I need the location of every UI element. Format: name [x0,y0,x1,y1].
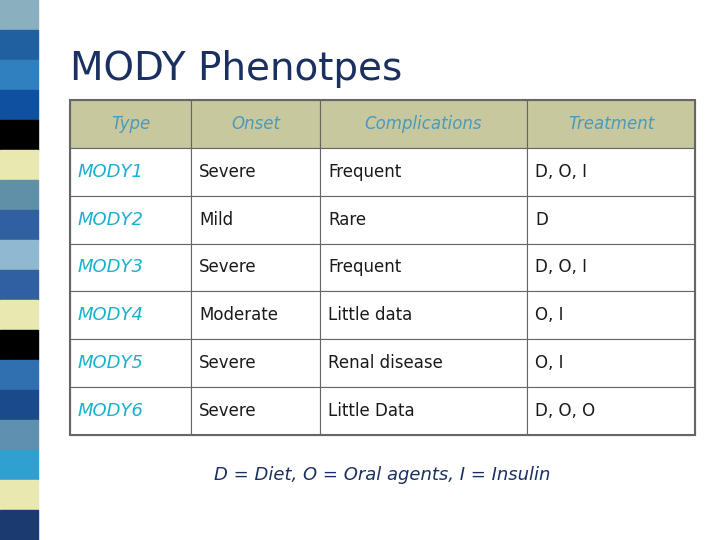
Bar [320,100,527,148]
Bar [191,195,320,244]
Text: Severe: Severe [199,259,257,276]
Bar [191,339,320,387]
Text: Severe: Severe [199,163,257,181]
Text: MODY5: MODY5 [78,354,144,372]
Bar [0,120,38,150]
Bar [0,0,38,30]
Bar [0,150,38,180]
Text: MODY6: MODY6 [78,402,144,420]
Bar [0,450,38,480]
Text: MODY2: MODY2 [78,211,144,228]
Bar [320,339,527,387]
Bar [70,292,191,339]
Text: D, O, I: D, O, I [535,259,587,276]
Bar [320,244,527,292]
Bar [70,244,191,292]
Bar [0,510,38,540]
Bar [0,240,38,270]
Bar [527,100,695,148]
Text: O, I: O, I [535,306,564,325]
Text: MODY4: MODY4 [78,306,144,325]
Bar [527,387,695,435]
Bar [70,148,191,195]
Bar [0,210,38,240]
Text: Onset: Onset [231,115,280,133]
Text: D, O, I: D, O, I [535,163,587,181]
Bar [0,300,38,330]
Bar [0,480,38,510]
Bar [527,195,695,244]
Bar [0,390,38,420]
Text: Little Data: Little Data [328,402,415,420]
Text: Mild: Mild [199,211,233,228]
Bar [0,330,38,360]
Bar [70,339,191,387]
Bar [527,339,695,387]
Bar [70,100,695,435]
Bar [320,148,527,195]
Bar [191,100,320,148]
Text: D = Diet, O = Oral agents, I = Insulin: D = Diet, O = Oral agents, I = Insulin [215,466,551,484]
Text: D, O, O: D, O, O [535,402,595,420]
Bar [527,148,695,195]
Bar [70,387,191,435]
Bar [527,244,695,292]
Text: MODY1: MODY1 [78,163,144,181]
Bar [0,30,38,60]
Text: D: D [535,211,548,228]
Bar [191,292,320,339]
Bar [527,292,695,339]
Bar [191,387,320,435]
Text: Severe: Severe [199,402,257,420]
Text: Frequent: Frequent [328,259,401,276]
Bar [191,148,320,195]
Text: Moderate: Moderate [199,306,278,325]
Bar [0,360,38,390]
Bar [0,270,38,300]
Text: MODY3: MODY3 [78,259,144,276]
Text: O, I: O, I [535,354,564,372]
Bar [320,387,527,435]
Text: Treatment: Treatment [568,115,654,133]
Text: Severe: Severe [199,354,257,372]
Bar [70,100,191,148]
Bar [320,292,527,339]
Bar [0,60,38,90]
Bar [191,244,320,292]
Text: Complications: Complications [365,115,482,133]
Bar [0,180,38,210]
Text: Little data: Little data [328,306,413,325]
Bar [320,195,527,244]
Text: Type: Type [111,115,150,133]
Text: MODY Phenotpes: MODY Phenotpes [70,50,402,88]
Bar [0,90,38,120]
Bar [70,195,191,244]
Text: Frequent: Frequent [328,163,401,181]
Bar [0,420,38,450]
Text: Renal disease: Renal disease [328,354,443,372]
Text: Rare: Rare [328,211,366,228]
